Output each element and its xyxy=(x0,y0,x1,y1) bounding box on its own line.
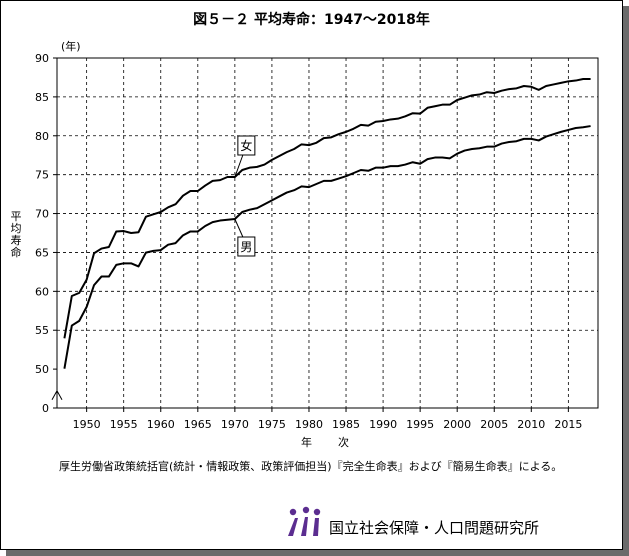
x-tick-label: 1960 xyxy=(147,418,175,431)
y-tick-label: 0 xyxy=(42,402,49,415)
series-line-female xyxy=(63,78,591,339)
x-tick-label: 1955 xyxy=(110,418,138,431)
male-callout-box xyxy=(237,236,256,257)
x-tick-label: 1980 xyxy=(295,418,323,431)
source-note: 厚生労働省政策統括官(統計・情報政策、政策評価担当)『完全生命表』および『簡易生… xyxy=(59,460,563,473)
y-tick-label: 85 xyxy=(35,91,49,104)
x-tick-label: 1995 xyxy=(406,418,434,431)
x-tick-label: 2005 xyxy=(480,418,508,431)
series-line-male xyxy=(63,125,591,369)
chart-frame: 図５－２ 平均寿命：1947～2018年 (年) 平均寿命 年次 0 50 55 60… xyxy=(0,0,623,550)
male-callout-leader xyxy=(234,218,244,238)
plot-border xyxy=(56,57,599,409)
x-tick-label: 2015 xyxy=(554,418,582,431)
chart-title: 図５－２ 平均寿命：1947～2018年 xyxy=(193,12,430,28)
y-tick-label: 60 xyxy=(35,285,49,298)
female-callout-leader xyxy=(234,154,244,178)
x-tick-label: 1985 xyxy=(332,418,360,431)
female-callout-box xyxy=(237,135,256,156)
x-tick-label: 1965 xyxy=(184,418,212,431)
x-tick-label: 2000 xyxy=(443,418,471,431)
line-chart: 0 50 55 60 65 70 75 80 85 90 1950 1955 1960 1965 1970 1… xyxy=(35,52,599,431)
y-tick-label: 90 xyxy=(35,52,49,65)
y-tick-label: 70 xyxy=(35,208,49,221)
y-tick-label: 80 xyxy=(35,130,49,143)
x-tick-label: 1990 xyxy=(369,418,397,431)
y-tick-label: 65 xyxy=(35,246,49,259)
plot-area xyxy=(57,58,598,408)
x-tick-label: 2010 xyxy=(517,418,545,431)
y-tick-label: 75 xyxy=(35,169,49,182)
x-tick-label: 1950 xyxy=(73,418,101,431)
y-tick-label: 50 xyxy=(35,363,49,376)
x-tick-label: 1970 xyxy=(221,418,249,431)
male-callout-label: 男 xyxy=(240,240,252,254)
y-tick-label: 55 xyxy=(35,324,49,337)
y-axis-unit: (年) xyxy=(61,40,81,53)
organization-name: 国立社会保障・人口問題研究所 xyxy=(329,519,540,537)
y-axis-label: 平均寿命 xyxy=(10,210,22,259)
ipss-logo-icon xyxy=(288,506,321,536)
female-callout-label: 女 xyxy=(240,138,252,153)
x-tick-label: 1975 xyxy=(258,418,286,431)
x-axis-label: 年次 xyxy=(301,436,375,449)
